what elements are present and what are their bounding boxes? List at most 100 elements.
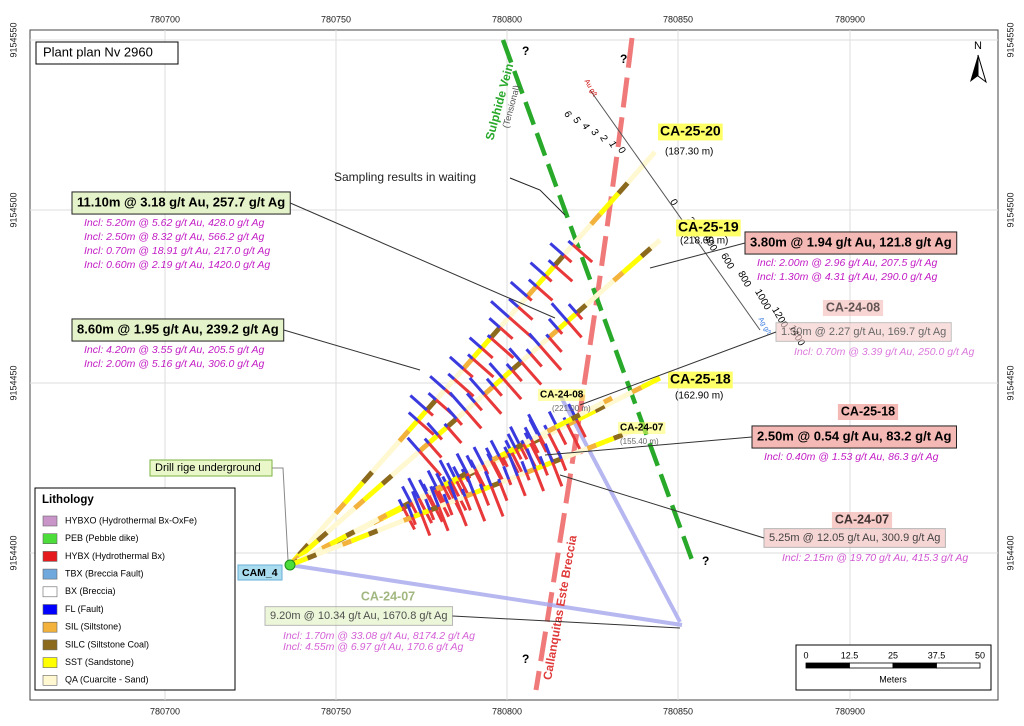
assay-ag <box>489 439 501 458</box>
assay-au <box>562 254 573 264</box>
assay-ag <box>447 480 458 501</box>
result: 11.10m @ 3.18 g/t Au, 257.7 g/t Ag <box>77 194 285 209</box>
assay-ag <box>484 470 493 487</box>
hole-segment <box>598 201 612 216</box>
hole-segment <box>376 524 388 534</box>
assay-ag <box>567 239 574 247</box>
hole-segment <box>506 445 517 455</box>
assay-au <box>501 456 509 468</box>
hole-segment <box>607 191 621 206</box>
legend-label: BX (Breccia) <box>65 586 116 596</box>
assay-au <box>455 417 464 426</box>
title: Plant plan Nv 2960 <box>43 44 153 59</box>
drill-name-bg <box>538 389 586 401</box>
annotation-name: CA-24-07 <box>835 512 889 526</box>
assay-au <box>409 501 418 515</box>
hole-segment <box>630 254 644 267</box>
leader <box>579 331 777 406</box>
question-mark: ? <box>522 652 529 666</box>
hole-segment <box>488 325 502 340</box>
hole-segment <box>616 181 630 195</box>
result: 9.20m @ 10.34 g/t Au, 1670.8 g/t Ag <box>270 610 448 622</box>
hole-segment <box>377 512 388 522</box>
assay-au <box>557 328 564 335</box>
assay-au <box>464 409 483 430</box>
hole-segment <box>570 412 581 422</box>
assay-au <box>501 377 523 401</box>
legend-swatch <box>42 674 58 686</box>
include: Incl: 1.70m @ 33.08 g/t Au, 8174.2 g/t A… <box>283 630 475 642</box>
include: Incl: 4.55m @ 6.97 g/t Au, 170.6 g/t Ag <box>283 641 463 653</box>
assay-au <box>453 378 475 398</box>
hole-segment <box>342 491 356 505</box>
hole-segment <box>367 528 379 537</box>
scale-seg <box>849 662 894 669</box>
include: Incl: 0.40m @ 1.53 g/t Au, 86.3 g/t Ag <box>764 451 939 463</box>
assay-ag <box>468 336 483 350</box>
assay-au <box>507 478 513 486</box>
hole-segment <box>465 466 477 476</box>
annotation: 1.30m @ 2.27 g/t Au, 169.7 g/t Ag Incl: 0… <box>775 322 974 358</box>
hole-segment <box>507 305 520 319</box>
include: Incl: 0.60m @ 2.19 g/t Au, 1420.0 g/t Ag <box>84 259 270 271</box>
hole-segment <box>584 408 597 418</box>
hole-segment <box>350 535 361 544</box>
assay-ag <box>446 407 458 420</box>
annotation-name-bg <box>822 300 884 316</box>
assay-au <box>446 425 463 444</box>
assay-au <box>551 461 564 487</box>
hole-segment <box>371 481 385 494</box>
hole-segment <box>321 541 332 551</box>
x-coord-bottom: 780700 <box>150 706 180 716</box>
hole-segment <box>427 433 440 446</box>
legend-label: TBX (Breccia Fault) <box>65 568 144 578</box>
hole-segment <box>561 243 575 257</box>
assay-ag <box>507 453 519 477</box>
scale-seg <box>936 662 981 669</box>
hole-segment <box>385 521 396 530</box>
hole-segment <box>593 286 607 299</box>
legend-swatch <box>42 515 58 527</box>
drill-length: (221.00 m) <box>552 404 591 413</box>
hole-segment <box>552 253 566 268</box>
legend-label: SILC (Siltstone Coal) <box>65 639 149 649</box>
hole-segment <box>417 441 431 454</box>
include: Incl: 0.70m @ 18.91 g/t Au, 217.0 g/t Ag <box>84 245 270 257</box>
assay-au <box>492 385 503 397</box>
au-tick: 0 <box>615 145 628 156</box>
assay-au <box>473 401 483 412</box>
hole-segment <box>408 449 422 462</box>
assay-ag <box>547 259 556 267</box>
assay-ag <box>505 362 514 371</box>
question-mark: ? <box>702 554 709 568</box>
hole-segment <box>385 508 396 518</box>
hole-segment <box>490 480 501 489</box>
assay-au <box>436 434 444 441</box>
hole-segment <box>457 470 469 480</box>
hole-segment <box>425 398 438 412</box>
assay-au <box>526 295 533 302</box>
hole-segment <box>547 327 560 340</box>
leader <box>452 615 681 629</box>
assay-ag <box>543 443 554 463</box>
legend-swatch <box>42 621 58 633</box>
assay-ag <box>469 459 477 470</box>
assay-au <box>498 482 509 502</box>
hole-segment <box>324 545 335 554</box>
assay-ag <box>423 437 430 445</box>
assay-ag <box>488 362 504 380</box>
assay-au <box>480 347 494 360</box>
legend-label: HYBXO (Hydrothermal Bx-OxFe) <box>65 515 197 525</box>
hole-segment <box>603 399 615 409</box>
assay-ag <box>429 375 447 391</box>
hole-segment <box>361 470 374 485</box>
drill-site-label: Drill rige underground <box>155 462 261 474</box>
assay-au <box>425 409 435 417</box>
assay-ag <box>485 377 495 388</box>
assay-ag <box>409 394 428 412</box>
y-coord-left: 9154550 <box>8 22 18 57</box>
hole-segment <box>482 458 493 468</box>
assay-au <box>535 285 554 302</box>
hole-segment <box>473 392 486 405</box>
hole-segment <box>353 498 366 511</box>
